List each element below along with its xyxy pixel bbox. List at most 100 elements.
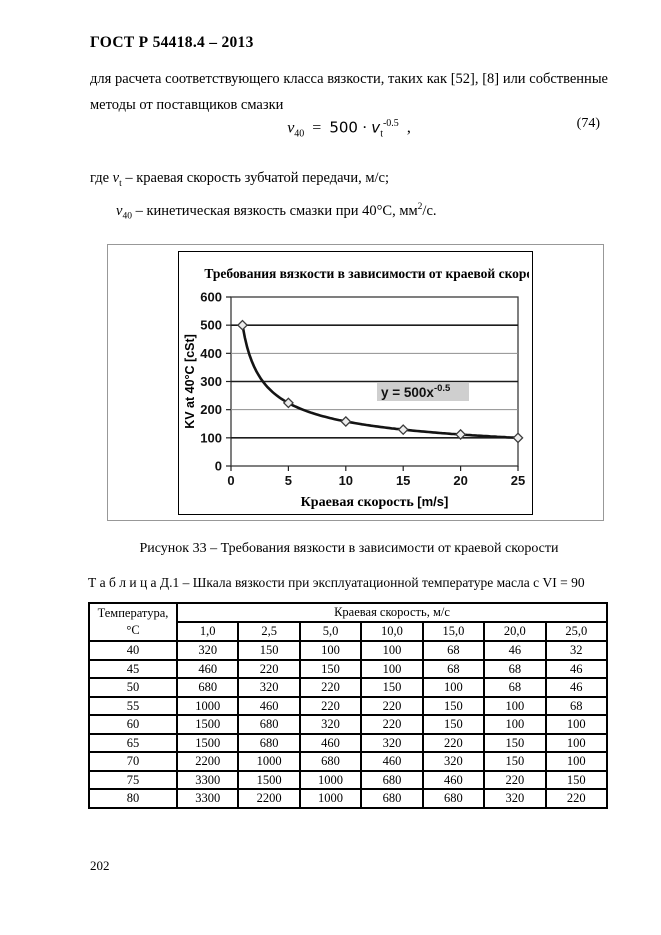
viscosity-cell: 1000 (298, 788, 363, 809)
speed-column-header: 1,0 (175, 621, 240, 642)
temperature-cell: 75 (88, 769, 178, 790)
viscosity-cell: 68 (483, 677, 547, 698)
speed-column-header: 10,0 (360, 621, 424, 642)
viscosity-cell: 150 (483, 751, 547, 772)
viscosity-cell: 100 (544, 751, 609, 772)
viscosity-cell: 68 (483, 658, 547, 679)
x-tick-label: 20 (453, 473, 467, 488)
y-tick-label: 0 (215, 459, 222, 474)
data-point-marker (397, 424, 409, 436)
trendline-equation: y = 500x-0.5 (381, 383, 451, 400)
viscosity-cell: 460 (175, 658, 240, 679)
y-tick-label: 300 (200, 374, 222, 389)
formula-expression: ν40 = 500 · vt-0.5, (90, 118, 608, 140)
viscosity-cell: 32 (544, 640, 609, 661)
page-number: 202 (90, 858, 110, 873)
viscosity-cell: 220 (237, 658, 301, 679)
temperature-cell: 45 (88, 658, 178, 679)
table-header-row-2: 1,0 2,5 5,0 10,0 15,0 20,0 25,0 (89, 621, 609, 642)
definition-text: /с. (422, 202, 437, 219)
viscosity-cell: 320 (360, 732, 424, 753)
viscosity-cell: 68 (421, 640, 486, 661)
viscosity-cell: 460 (237, 695, 301, 716)
viscosity-cell: 460 (421, 769, 486, 790)
x-tick-label: 25 (511, 473, 525, 488)
viscosity-cell: 460 (298, 732, 363, 753)
viscosity-cell: 320 (298, 714, 363, 735)
viscosity-cell: 680 (175, 677, 240, 698)
viscosity-cell: 68 (544, 695, 609, 716)
viscosity-cell: 150 (237, 640, 301, 661)
table-row: 40 320 150 100 100 68 46 32 (88, 640, 609, 661)
formula-comma: , (406, 119, 411, 137)
y-tick-label: 100 (200, 430, 222, 445)
viscosity-cell: 1000 (237, 751, 301, 772)
viscosity-cell: 320 (483, 788, 547, 809)
equals-sign: = (312, 119, 322, 137)
definition-subscript: t (119, 178, 122, 189)
table-label: Т а б л и ц а Д.1 (88, 575, 180, 590)
y-axis-label: KV at 40°C [cSt] (183, 334, 197, 429)
speed-column-header: 20,0 (483, 621, 547, 642)
viscosity-cell: 150 (298, 658, 363, 679)
speed-group-header: Краевая скорость, м/с (176, 602, 608, 623)
viscosity-cell: 320 (421, 751, 486, 772)
viscosity-cell: 1000 (298, 769, 363, 790)
table-row: 80 3300 2200 1000 680 680 320 220 (88, 788, 609, 809)
viscosity-cell: 150 (421, 714, 486, 735)
document-header: ГОСТ Р 54418.4 – 2013 (90, 34, 254, 51)
temperature-cell: 40 (88, 640, 178, 661)
y-tick-label: 200 (200, 402, 222, 417)
viscosity-cell: 220 (544, 788, 609, 809)
x-tick-label: 0 (227, 473, 234, 488)
formula-exponent: -0.5 (382, 118, 399, 129)
viscosity-cell: 220 (483, 769, 547, 790)
y-tick-label: 500 (200, 318, 222, 333)
table-title-text: – Шкала вязкости при эксплуатационной те… (182, 575, 585, 590)
viscosity-cell: 1000 (175, 695, 240, 716)
viscosity-table-body: 40 320 150 100 100 68 46 32 45 460 220 150 100 68 68 46… (88, 640, 609, 809)
viscosity-cell: 680 (421, 788, 486, 809)
formula-v: v (371, 118, 381, 137)
viscosity-cell: 150 (360, 677, 424, 698)
definition-superscript: 2 (417, 202, 423, 212)
definition-text: – кинетическая вязкость смазки при 40°С,… (135, 202, 418, 219)
viscosity-cell: 1500 (237, 769, 301, 790)
table-row: 75 3300 1500 1000 680 460 220 150 (88, 769, 609, 790)
formula-coefficient: 500 (329, 118, 358, 137)
data-point-marker (340, 415, 352, 428)
viscosity-cell: 46 (544, 677, 609, 698)
y-tick-label: 600 (200, 290, 222, 305)
x-tick-label: 5 (285, 473, 292, 488)
paragraph-line: для расчета соответствующего класса вязк… (90, 71, 608, 87)
speed-column-header: 15,0 (421, 621, 486, 642)
data-point-marker (282, 397, 294, 409)
viscosity-chart-svg: 0 100 200 300 400 500 600 0 5 10 15 20 25 y = 500x-0.… (179, 252, 529, 511)
table-row: 65 1500 680 460 320 220 150 100 (88, 732, 609, 753)
annotation-highlight (377, 383, 469, 401)
viscosity-cell: 68 (421, 658, 486, 679)
viscosity-cell: 150 (483, 732, 547, 753)
viscosity-cell: 100 (360, 658, 424, 679)
table-row: 60 1500 680 320 220 150 100 100 (88, 714, 609, 735)
definition-symbol: ν (116, 202, 123, 219)
viscosity-cell: 320 (237, 677, 301, 698)
formula-74: ν40 = 500 · vt-0.5, (74) (90, 114, 608, 148)
paragraph-line: методы от поставщиков смазки (90, 97, 284, 113)
viscosity-cell: 2200 (175, 751, 240, 772)
viscosity-cell: 220 (421, 732, 486, 753)
viscosity-cell: 220 (360, 695, 424, 716)
temperature-cell: 50 (88, 677, 178, 698)
viscosity-cell: 680 (360, 788, 424, 809)
equation-number: (74) (576, 116, 600, 131)
y-tick-label: 400 (200, 346, 222, 361)
table-header-row-1: Температура, °С Краевая скорость, м/с (88, 602, 608, 642)
x-tick-label: 15 (396, 473, 410, 488)
viscosity-cell: 100 (483, 714, 547, 735)
speed-column-header: 5,0 (298, 621, 363, 642)
viscosity-cell: 680 (298, 751, 363, 772)
viscosity-cell: 1500 (175, 714, 240, 735)
viscosity-cell: 680 (237, 732, 301, 753)
table-d1: Температура, °С Краевая скорость, м/с 1,0… (88, 602, 609, 809)
formula-v-subscript: t (380, 128, 383, 140)
